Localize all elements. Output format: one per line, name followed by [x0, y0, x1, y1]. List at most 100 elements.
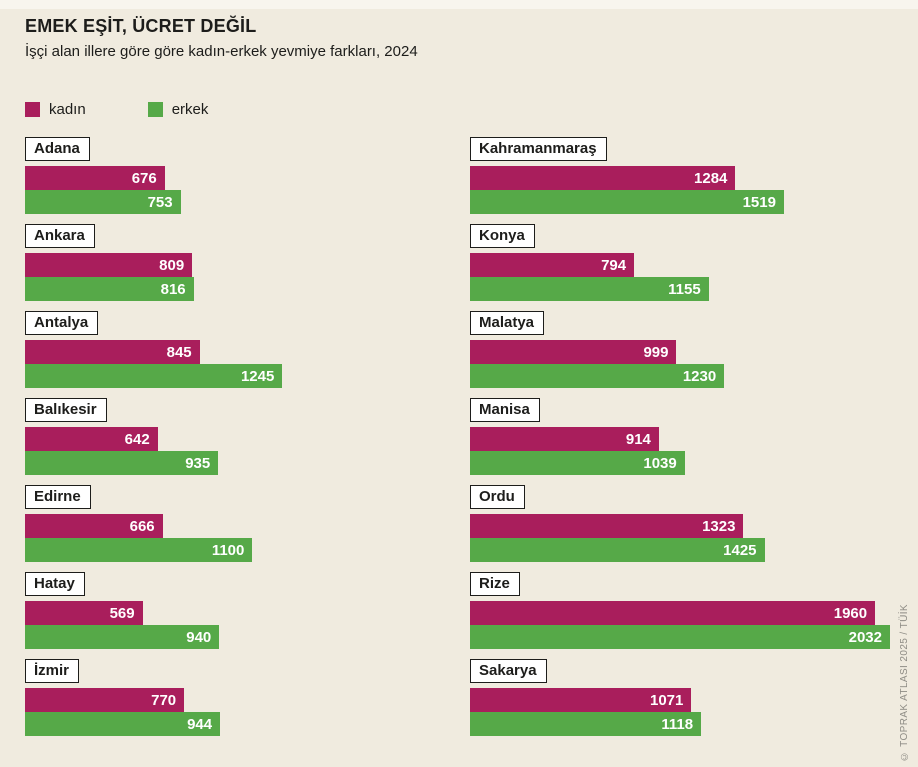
province-group: Ankara 809 816	[25, 224, 445, 301]
kadin-value: 770	[151, 691, 177, 709]
kadin-value: 794	[601, 256, 627, 274]
legend-label-erkek: erkek	[171, 101, 209, 118]
province-group: Konya 794 1155	[470, 224, 890, 301]
kadin-bar: 642	[25, 427, 158, 451]
kadin-bar: 1284	[470, 166, 736, 190]
province-name: Manisa	[479, 401, 530, 418]
kadin-value: 1323	[702, 517, 736, 535]
kadin-bar: 809	[25, 253, 193, 277]
kadin-value: 1960	[833, 604, 868, 622]
province-group: Edirne 666 1100	[25, 485, 445, 562]
erkek-bar: 1039	[470, 451, 685, 475]
province-group: Malatya 999 1230	[470, 311, 890, 388]
legend-item-kadin: kadın	[25, 101, 86, 118]
province-label: Hatay	[25, 572, 85, 596]
erkek-value: 1425	[723, 541, 757, 559]
erkek-bar: 1155	[470, 277, 709, 301]
kadin-value: 676	[131, 169, 157, 187]
province-name: Ankara	[34, 227, 85, 244]
erkek-value: 1039	[643, 454, 677, 472]
province-label: Kahramanmaraş	[470, 137, 607, 161]
province-name: İzmir	[34, 662, 70, 679]
erkek-bar: 1100	[25, 538, 253, 562]
erkek-value: 2032	[848, 628, 882, 646]
erkek-bar: 940	[25, 625, 220, 649]
province-group: Hatay 569 940	[25, 572, 445, 649]
top-highlight-strip	[0, 0, 918, 9]
kadin-bar: 1071	[470, 688, 692, 712]
province-name: Ordu	[479, 488, 515, 505]
legend-item-erkek: erkek	[147, 101, 209, 118]
erkek-bar: 944	[25, 712, 221, 736]
province-label: Rize	[470, 572, 520, 596]
erkek-value: 940	[186, 628, 212, 646]
province-label: Antalya	[25, 311, 99, 335]
province-group: Ordu 1323 1425	[470, 485, 890, 562]
province-group: İzmir 770 944	[25, 659, 445, 736]
erkek-bar: 1519	[470, 190, 784, 214]
kadin-bar: 676	[25, 166, 165, 190]
province-label: Balıkesir	[25, 398, 107, 422]
erkek-value: 1118	[661, 715, 694, 733]
kadin-bar: 569	[25, 601, 143, 625]
erkek-value: 1155	[668, 280, 701, 298]
province-label: Ankara	[25, 224, 95, 248]
erkek-value: 944	[187, 715, 213, 733]
kadin-bar: 666	[25, 514, 163, 538]
kadin-swatch-icon	[25, 102, 40, 117]
source-credit: © TOPRAK ATLASI 2025 / TÜİK	[899, 603, 910, 761]
kadin-bar: 914	[470, 427, 659, 451]
page-title: EMEK EŞİT, ÜCRET DEĞİL	[25, 16, 257, 36]
kadin-bar: 845	[25, 340, 200, 364]
province-name: Hatay	[34, 575, 75, 592]
kadin-value: 809	[159, 256, 185, 274]
province-group: Antalya 845 1245	[25, 311, 445, 388]
erkek-value: 935	[185, 454, 211, 472]
erkek-bar: 1245	[25, 364, 283, 388]
kadin-bar: 1323	[470, 514, 744, 538]
legend: kadın erkek	[25, 101, 918, 118]
province-label: Konya	[470, 224, 535, 248]
kadin-value: 666	[129, 517, 155, 535]
erkek-bar: 2032	[470, 625, 890, 649]
province-label: Manisa	[470, 398, 540, 422]
kadin-value: 845	[166, 343, 192, 361]
kadin-value: 569	[109, 604, 135, 622]
province-group: Manisa 914 1039	[470, 398, 890, 475]
kadin-bar: 1960	[470, 601, 876, 625]
province-name: Rize	[479, 575, 510, 592]
kadin-value: 1284	[694, 169, 728, 187]
province-name: Edirne	[34, 488, 81, 505]
kadin-value: 1071	[649, 691, 684, 709]
legend-label-kadin: kadın	[49, 101, 86, 118]
province-label: Sakarya	[470, 659, 547, 683]
erkek-value: 1230	[682, 367, 717, 385]
province-label: Edirne	[25, 485, 91, 509]
chart-column-left: Adana 676 753 Ankara 809 816 Antalya 845…	[25, 137, 445, 746]
province-group: Sakarya 1071 1118	[470, 659, 890, 736]
erkek-bar: 1230	[470, 364, 725, 388]
page-subtitle: İşçi alan illere göre göre kadın-erkek y…	[25, 43, 418, 60]
erkek-swatch-icon	[147, 102, 163, 117]
kadin-bar: 999	[470, 340, 677, 364]
province-name: Konya	[479, 227, 525, 244]
province-name: Balıkesir	[34, 401, 97, 418]
province-label: Ordu	[470, 485, 525, 509]
erkek-value: 816	[160, 280, 186, 298]
kadin-value: 642	[124, 430, 150, 448]
kadin-value: 914	[625, 430, 651, 448]
province-group: Kahramanmaraş 1284 1519	[470, 137, 890, 214]
erkek-bar: 816	[25, 277, 194, 301]
province-group: Rize 1960 2032	[470, 572, 890, 649]
erkek-bar: 935	[25, 451, 219, 475]
chart-columns: Adana 676 753 Ankara 809 816 Antalya 845…	[25, 137, 918, 746]
province-label: Malatya	[470, 311, 545, 335]
erkek-value: 1245	[240, 367, 275, 385]
kadin-bar: 794	[470, 253, 635, 277]
erkek-bar: 1425	[470, 538, 765, 562]
erkek-bar: 753	[25, 190, 181, 214]
province-label: İzmir	[25, 659, 80, 683]
province-name: Adana	[34, 140, 80, 157]
province-name: Sakarya	[479, 662, 537, 679]
province-label: Adana	[25, 137, 90, 161]
